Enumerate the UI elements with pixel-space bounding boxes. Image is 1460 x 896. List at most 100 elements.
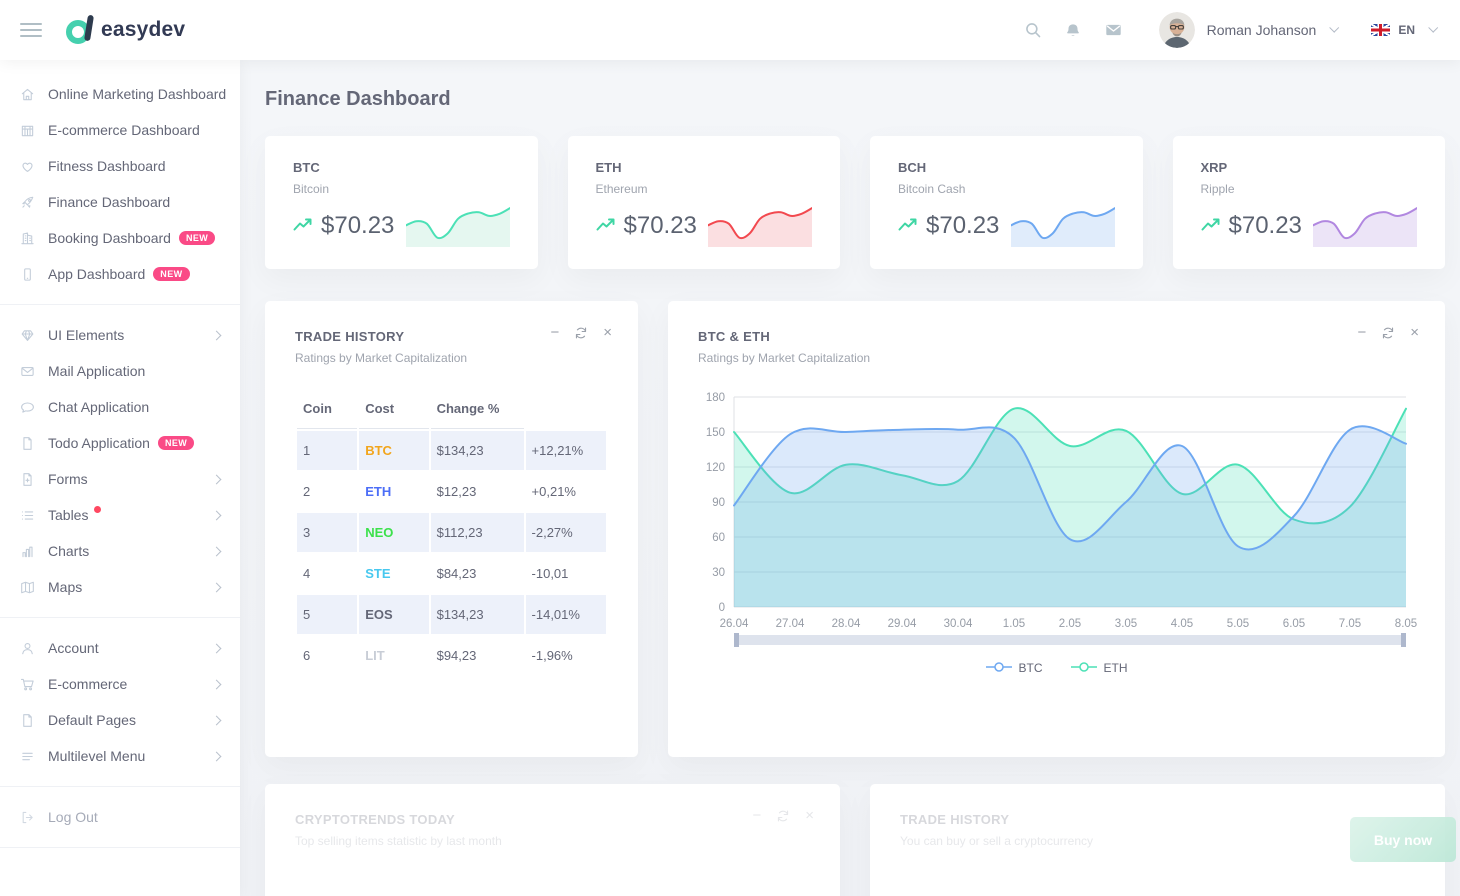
sidebar-toggle-button[interactable]	[20, 19, 42, 41]
coin-price: $70.23	[1228, 212, 1302, 239]
app-logo[interactable]: easydev	[66, 14, 185, 45]
sidebar-item-finance-dashboard[interactable]: Finance Dashboard	[0, 184, 240, 220]
chart-legend: BTC ETH	[698, 661, 1415, 675]
language-selector[interactable]: EN	[1371, 22, 1439, 37]
sidebar: Online Marketing Dashboard E-commerce Das…	[0, 60, 240, 896]
sidebar-item-label: UI Elements	[48, 327, 125, 343]
sidebar-item-todo-application[interactable]: Todo Application NEW	[0, 425, 240, 461]
chevron-down-icon	[1428, 22, 1439, 33]
sidebar-item-forms[interactable]: Forms	[0, 461, 240, 497]
new-badge: NEW	[153, 267, 190, 281]
sidebar-group: Log Out	[0, 787, 240, 847]
buy-now-button[interactable]: Buy now	[1350, 817, 1456, 862]
close-icon[interactable]: ×	[603, 324, 612, 341]
crypto-card-eth: ETH Ethereum $70.23	[567, 136, 840, 269]
svg-text:28.04: 28.04	[832, 618, 861, 630]
trending-up-icon	[596, 215, 616, 238]
sidebar-group: Online Marketing Dashboard E-commerce Das…	[0, 64, 240, 304]
rank-cell: 6	[303, 648, 311, 663]
menu-lines-icon	[20, 749, 36, 764]
sidebar-item-chat-application[interactable]: Chat Application	[0, 389, 240, 425]
refresh-icon[interactable]	[574, 326, 588, 340]
coin-symbol: BCH	[898, 160, 927, 175]
sidebar-item-fitness-dashboard[interactable]: Fitness Dashboard	[0, 148, 240, 184]
panel-title: CRYPTOTRENDS TODAY	[295, 812, 455, 827]
legend-item-btc[interactable]: BTC	[985, 661, 1043, 675]
notifications-bell-icon[interactable]	[1064, 21, 1082, 39]
chevron-right-icon	[211, 679, 222, 689]
close-icon[interactable]: ×	[1410, 324, 1419, 341]
profile-menu[interactable]: Roman Johanson	[1158, 12, 1340, 48]
table-row: 4 STE $84,23 -10,01	[297, 554, 606, 593]
minimize-icon[interactable]: −	[752, 807, 762, 824]
svg-text:180: 180	[706, 392, 725, 404]
sidebar-item-default-pages[interactable]: Default Pages	[0, 702, 240, 738]
sidebar-item-maps[interactable]: Maps	[0, 569, 240, 605]
page-title: Finance Dashboard	[265, 88, 451, 110]
sidebar-item-e-commerce[interactable]: E-commerce	[0, 666, 240, 702]
panel-subtitle: Ratings by Market Capitalization	[698, 351, 871, 365]
sidebar-item-app-dashboard[interactable]: App Dashboard NEW	[0, 256, 240, 292]
chevron-right-icon	[211, 510, 222, 520]
svg-text:0: 0	[719, 602, 725, 614]
sidebar-item-label: E-commerce Dashboard	[48, 122, 200, 138]
coin-symbol: BTC	[293, 160, 320, 175]
column-header: Cost	[359, 391, 429, 429]
sidebar-item-ui-elements[interactable]: UI Elements	[0, 317, 240, 353]
panel-controls: − ×	[550, 325, 612, 340]
brush-handle-left[interactable]	[734, 633, 739, 647]
cost-cell: $84,23	[436, 566, 477, 581]
sidebar-item-tables[interactable]: Tables	[0, 497, 240, 533]
rank-cell: 4	[303, 566, 311, 581]
crypto-card-xrp: XRP Ripple $70.23	[1172, 136, 1445, 269]
sidebar-item-multilevel-menu[interactable]: Multilevel Menu	[0, 738, 240, 774]
sidebar-item-booking-dashboard[interactable]: Booking Dashboard NEW	[0, 220, 240, 256]
table-row: 5 EOS $134,23 -14,01%	[297, 595, 606, 634]
mail-icon[interactable]	[1104, 21, 1123, 39]
sidebar-item-label: Mail Application	[48, 363, 146, 379]
cryptotrends-panel: CRYPTOTRENDS TODAY Top selling items sta…	[265, 784, 840, 896]
home-icon	[20, 87, 36, 102]
file-plus-icon	[20, 472, 36, 487]
diamond-icon	[20, 328, 36, 343]
refresh-icon[interactable]	[1381, 326, 1395, 340]
sparkline-chart	[405, 207, 510, 247]
sidebar-item-mail-application[interactable]: Mail Application	[0, 353, 240, 389]
cost-cell: $134,23	[430, 595, 524, 634]
svg-text:30.04: 30.04	[944, 618, 973, 630]
crypto-card-btc: BTC Bitcoin $70.23	[265, 136, 538, 269]
logout-icon	[20, 810, 36, 825]
coin-symbol: XRP	[1200, 160, 1228, 175]
sidebar-item-label: Log Out	[48, 809, 98, 825]
minimize-icon[interactable]: −	[1357, 324, 1367, 341]
refresh-icon[interactable]	[776, 809, 790, 823]
sidebar-item-charts[interactable]: Charts	[0, 533, 240, 569]
btc-eth-area-chart[interactable]: 180 150 120 90 60 30 0 26.04 27.04 28.04 29.04 30.0…	[698, 385, 1417, 631]
uk-flag-icon	[1371, 24, 1391, 36]
coin-price: $70.23	[321, 212, 395, 239]
chevron-right-icon	[211, 582, 222, 592]
sidebar-item-label: Tables	[48, 507, 89, 523]
legend-item-eth[interactable]: ETH	[1070, 661, 1128, 675]
svg-text:5.05: 5.05	[1227, 618, 1249, 630]
cost-cell: $134,23	[430, 431, 524, 470]
sidebar-item-account[interactable]: Account	[0, 630, 240, 666]
heart-icon	[20, 159, 36, 174]
brush-handle-right[interactable]	[1401, 633, 1406, 647]
symbol-cell: NEO	[359, 513, 429, 552]
search-icon[interactable]	[1024, 21, 1042, 39]
minimize-icon[interactable]: −	[550, 324, 560, 341]
sidebar-item-e-commerce-dashboard[interactable]: E-commerce Dashboard	[0, 112, 240, 148]
chart-brush-scrollbar[interactable]	[734, 633, 1406, 647]
table-row: 2 ETH $12,23 +0,21%	[297, 472, 606, 511]
coin-name: Ethereum	[595, 182, 648, 196]
panel-subtitle: You can buy or sell a cryptocurrency	[900, 834, 1093, 848]
close-icon[interactable]: ×	[805, 807, 814, 824]
sidebar-item-log-out[interactable]: Log Out	[0, 799, 240, 835]
sidebar-item-online-marketing-dashboard[interactable]: Online Marketing Dashboard	[0, 76, 240, 112]
sidebar-divider	[0, 304, 240, 305]
logo-icon	[66, 14, 94, 45]
svg-text:6.05: 6.05	[1283, 618, 1305, 630]
change-cell: -10,01	[531, 566, 569, 581]
sparkline-chart	[708, 207, 812, 247]
